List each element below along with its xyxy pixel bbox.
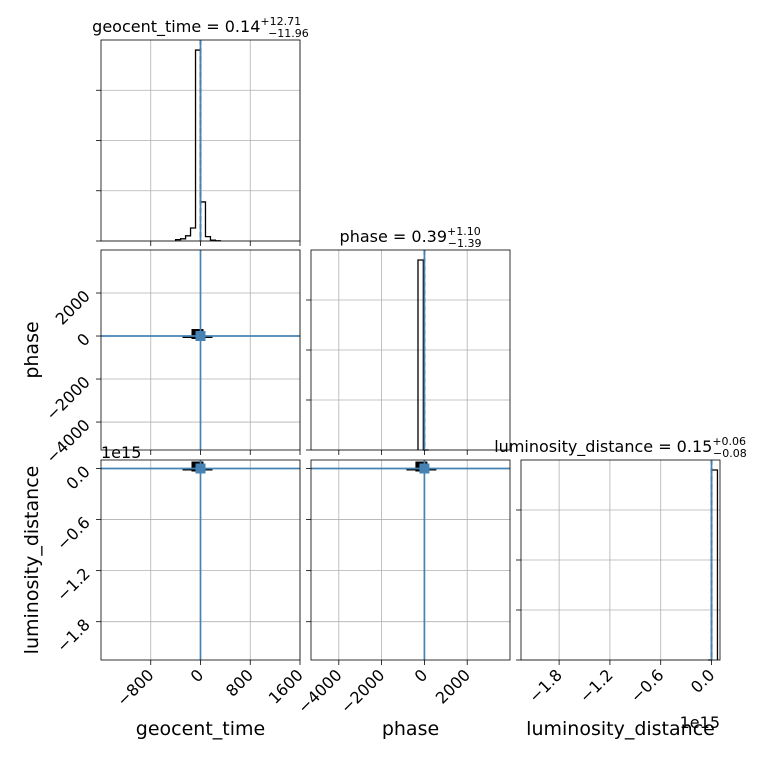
axes-frame bbox=[310, 459, 511, 661]
x-tick-label: −1.2 bbox=[576, 665, 617, 706]
x-tick-label: 0 bbox=[187, 665, 208, 686]
y-offset-text: 1e15 bbox=[101, 443, 141, 462]
x-tick-label: 2000 bbox=[432, 665, 474, 707]
y-tick-label: −1.8 bbox=[53, 615, 94, 656]
y-tick-label: −2000 bbox=[42, 372, 94, 424]
y-tick-label: −1.2 bbox=[53, 564, 94, 605]
y-tick-label: 2000 bbox=[52, 286, 94, 328]
x-tick-label: 0 bbox=[411, 665, 432, 686]
x-tick-label: −800 bbox=[113, 665, 158, 710]
y-tick-label: 0 bbox=[73, 329, 94, 350]
x-tick-label: −2000 bbox=[337, 665, 389, 717]
truth-point bbox=[419, 463, 430, 474]
title-luminosity_distance: luminosity_distance = 0.15+0.06 −0.08 bbox=[494, 435, 747, 460]
x-axis-label-phase: phase bbox=[382, 718, 439, 740]
x-tick-label: −1.8 bbox=[525, 665, 566, 706]
y-axis-label-phase: phase bbox=[21, 321, 43, 378]
x-tick-label: −4000 bbox=[294, 665, 346, 717]
truth-point bbox=[195, 331, 206, 342]
axes-frame bbox=[310, 249, 511, 451]
x-axis-label-geocent_time: geocent_time bbox=[136, 718, 265, 740]
x-tick-label: 0.0 bbox=[687, 665, 718, 696]
x-offset-text: 1e15 bbox=[680, 713, 720, 732]
axes-frame bbox=[520, 459, 721, 661]
y-axis-label-luminosity_distance: luminosity_distance bbox=[21, 466, 43, 655]
x-tick-label: −0.6 bbox=[627, 665, 668, 706]
x-axis-label-luminosity_distance: luminosity_distance bbox=[526, 718, 715, 740]
y-tick-label: −4000 bbox=[42, 415, 94, 467]
title-phase: phase = 0.39+1.10 −1.39 bbox=[340, 225, 482, 250]
histogram-luminosity_distance bbox=[708, 469, 719, 661]
histogram-geocent_time bbox=[174, 49, 222, 242]
title-geocent_time: geocent_time = 0.14+12.71 −11.96 bbox=[92, 15, 309, 40]
y-tick-label: 0.0 bbox=[62, 462, 93, 493]
histogram-phase bbox=[417, 259, 429, 451]
y-tick-label: −0.6 bbox=[53, 513, 94, 554]
x-tick-label: 800 bbox=[222, 665, 257, 700]
truth-point bbox=[195, 463, 206, 474]
